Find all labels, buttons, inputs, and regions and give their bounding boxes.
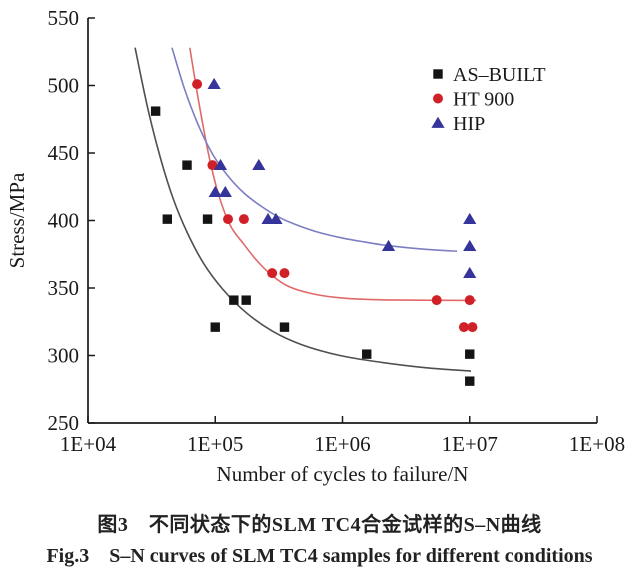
- data-point-marker: [463, 212, 477, 225]
- sn-curve-chart: 250 300 350 400 450 500 550 1E+04 1E+05 1E+06 1E+0…: [5, 6, 625, 486]
- data-point-marker: [210, 322, 220, 332]
- data-point-marker: [463, 239, 477, 252]
- data-point-marker: [267, 268, 278, 279]
- legend-item-as-built: AS–BUILT: [433, 64, 546, 86]
- y-tick-label: 350: [48, 276, 80, 300]
- data-point-marker: [362, 349, 372, 359]
- legend-label-hip: HIP: [453, 113, 485, 135]
- data-point-marker: [218, 185, 232, 198]
- y-axis-title: Stress/MPa: [5, 172, 29, 268]
- data-point-marker: [207, 77, 221, 90]
- x-tick-label: 1E+08: [569, 432, 625, 456]
- data-point-marker: [241, 295, 251, 305]
- data-point-marker: [458, 322, 469, 333]
- data-point-marker: [252, 158, 266, 171]
- legend-marker-ht-900: [433, 93, 443, 104]
- legend-marker-as-built: [433, 69, 443, 79]
- y-tick-label: 500: [48, 74, 80, 98]
- data-point-marker: [207, 160, 218, 171]
- series-ht-900: [192, 79, 478, 333]
- data-point-marker: [464, 295, 475, 306]
- fit-curve-as-built: [134, 47, 472, 372]
- data-point-marker: [202, 214, 213, 224]
- data-point-marker: [213, 158, 228, 171]
- data-point-marker: [229, 295, 239, 305]
- caption-chinese: 图3 不同状态下的SLM TC4合金试样的S–N曲线: [97, 514, 542, 536]
- data-point-marker: [182, 160, 192, 170]
- data-point-marker: [465, 376, 475, 386]
- data-point-marker: [279, 322, 290, 332]
- legend-item-hip: HIP: [431, 113, 485, 135]
- legend-item-ht-900: HT 900: [433, 89, 514, 111]
- data-point-marker: [431, 295, 442, 306]
- data-point-marker: [150, 106, 161, 116]
- data-point-marker: [192, 79, 203, 90]
- y-tick-label: 550: [48, 6, 80, 30]
- caption-english: Fig.3 S–N curves of SLM TC4 samples for …: [46, 545, 593, 567]
- data-point-marker: [279, 268, 290, 279]
- data-point-marker: [269, 212, 283, 225]
- y-tick-label: 250: [48, 411, 80, 435]
- series-hip: [207, 77, 477, 279]
- fit-curve-ht-900: [189, 47, 477, 302]
- data-point-marker: [463, 266, 477, 279]
- y-tick-label: 400: [48, 209, 80, 233]
- y-tick-label: 300: [48, 344, 80, 368]
- data-point-marker: [381, 239, 396, 252]
- data-point-marker: [223, 214, 234, 225]
- series-as-built: [150, 106, 475, 386]
- data-point-marker: [162, 214, 173, 224]
- y-tick-label: 450: [48, 141, 80, 165]
- fit-curve-hip: [171, 47, 458, 252]
- x-tick-label: 1E+06: [314, 432, 370, 456]
- legend-label-as-built: AS–BUILT: [453, 64, 546, 86]
- x-tick-label: 1E+04: [60, 432, 117, 456]
- legend-label-ht-900: HT 900: [453, 89, 514, 111]
- legend-marker-hip: [431, 116, 445, 128]
- x-axis-title: Number of cycles to failure/N: [217, 462, 469, 486]
- data-point-marker: [465, 349, 475, 359]
- x-tick-label: 1E+07: [442, 432, 498, 456]
- x-tick-label: 1E+05: [187, 432, 243, 456]
- data-point-marker: [208, 185, 222, 198]
- data-point-marker: [238, 214, 249, 225]
- data-point-marker: [467, 322, 478, 333]
